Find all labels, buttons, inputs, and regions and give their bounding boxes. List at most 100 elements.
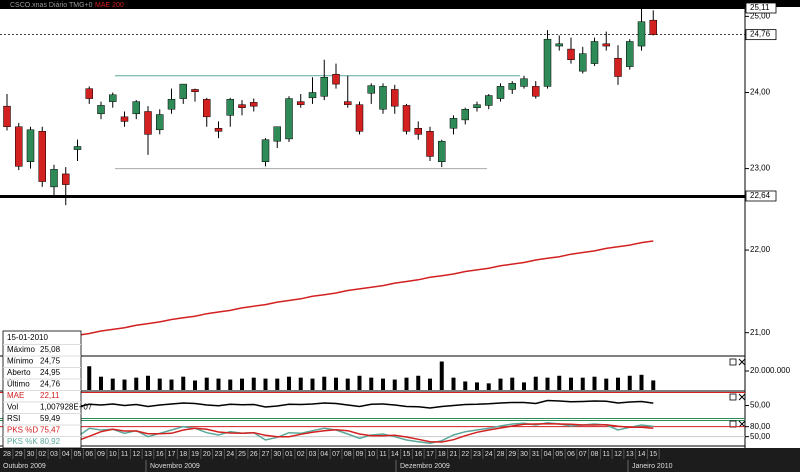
x-tick-label: 13 (144, 451, 152, 458)
info-label: Vol (7, 403, 18, 412)
info-label: RSI (7, 414, 20, 423)
volume-bar (522, 382, 526, 390)
candle-body (15, 126, 23, 167)
volume-bar (275, 378, 280, 390)
x-tick-label: 23 (473, 451, 481, 458)
pane-button[interactable] (729, 358, 737, 366)
y-tick-label: 22,64 (750, 191, 771, 200)
volume-bar (616, 377, 620, 390)
y-tick-label: 80,00 (750, 422, 771, 431)
candle-body (26, 129, 35, 162)
indicator-line (6, 422, 654, 444)
x-tick-label: 14 (638, 451, 646, 458)
candle-body (508, 83, 516, 90)
info-label: Máximo (7, 345, 36, 354)
y-tick-label: 25,11 (750, 3, 770, 12)
x-tick-label: 07 (579, 451, 587, 458)
candle-body (520, 78, 528, 87)
candle-body (344, 101, 352, 105)
candle-body (214, 128, 223, 132)
candle-body (379, 86, 387, 110)
x-tick-label: 04 (62, 451, 70, 458)
x-tick-label: 24 (485, 451, 493, 458)
y-tick-label: 50,00 (750, 432, 771, 441)
volume-bar (310, 378, 315, 390)
volume-bar (486, 383, 491, 390)
candle-body (261, 139, 270, 162)
candle-body (273, 126, 281, 142)
x-tick-label: 22 (461, 451, 469, 458)
x-tick-label: 31 (532, 451, 540, 458)
info-label: PKS %D (7, 426, 38, 435)
candle-body (543, 38, 552, 87)
volume-bar (334, 377, 338, 390)
x-tick-label: 25 (238, 451, 246, 458)
pane-close[interactable] (738, 420, 746, 428)
candle-body (414, 128, 422, 135)
info-value: 24,75 (40, 357, 61, 366)
candle-body (38, 131, 46, 182)
x-tick-label: 01 (285, 451, 293, 458)
candle-body (449, 118, 458, 129)
candle-body (250, 102, 258, 107)
volume-bar (369, 377, 374, 390)
candle-body (649, 19, 657, 35)
x-tick-label: 16 (414, 451, 422, 458)
x-tick-label: 02 (297, 451, 305, 458)
x-tick-label: 11 (603, 451, 610, 458)
candle-body (203, 99, 211, 118)
volume-bar (463, 381, 468, 390)
candle-body (367, 85, 375, 94)
candle-body (191, 89, 199, 92)
volume-bar (404, 377, 409, 390)
info-value: 75,47 (40, 426, 61, 435)
y-tick-label: 50,00 (750, 401, 771, 410)
volume-bar (169, 379, 174, 390)
volume-bar (557, 375, 562, 390)
pane-button[interactable] (729, 393, 737, 401)
y-tick-label: 23,00 (750, 164, 771, 173)
candle-body (391, 89, 399, 107)
volume-bar (345, 378, 350, 390)
candle-body (62, 173, 70, 185)
x-tick-label: 11 (379, 451, 386, 458)
x-tick-label: 12 (614, 451, 622, 458)
candle-body (496, 86, 505, 99)
x-tick-label: 27 (262, 451, 270, 458)
volume-bar (357, 375, 362, 390)
volume-bar (134, 377, 139, 390)
candle-body (85, 88, 93, 99)
pane-close[interactable] (738, 393, 746, 401)
volume-bar (545, 377, 550, 390)
top-strip (0, 0, 800, 7)
candle-body (320, 77, 328, 97)
candle-body (73, 146, 82, 150)
symbol-title: CSCO.xnas Diário TMG+0 (10, 2, 93, 9)
volume-bar (416, 375, 421, 390)
x-tick-label: 09 (356, 451, 364, 458)
x-tick-label: 10 (367, 451, 375, 458)
candle-body (473, 104, 481, 108)
candle-body (355, 104, 364, 132)
x-tick-label: 12 (132, 451, 140, 458)
candle-body (297, 101, 305, 105)
indicator-title[interactable]: MAE 200 (95, 2, 124, 9)
x-tick-label: 20 (203, 451, 211, 458)
info-value: 22,11 (40, 391, 60, 400)
y-tick-label: 21,00 (750, 328, 771, 337)
month-label: Dezembro 2009 (400, 463, 450, 470)
volume-bar (439, 361, 444, 390)
info-value: 24,76 (40, 380, 61, 389)
pane-close[interactable] (738, 358, 746, 366)
candle-body (167, 99, 176, 110)
x-tick-label: 15 (403, 451, 411, 458)
x-tick-label: 14 (391, 451, 399, 458)
volume-bar (122, 379, 127, 390)
candle-body (156, 114, 164, 131)
volume-bar (498, 378, 503, 390)
volume-bar (428, 378, 432, 390)
candle-body (532, 86, 540, 97)
volume-bar (639, 374, 644, 390)
date-axis (0, 448, 800, 472)
month-label: Janeiro 2010 (632, 463, 673, 470)
